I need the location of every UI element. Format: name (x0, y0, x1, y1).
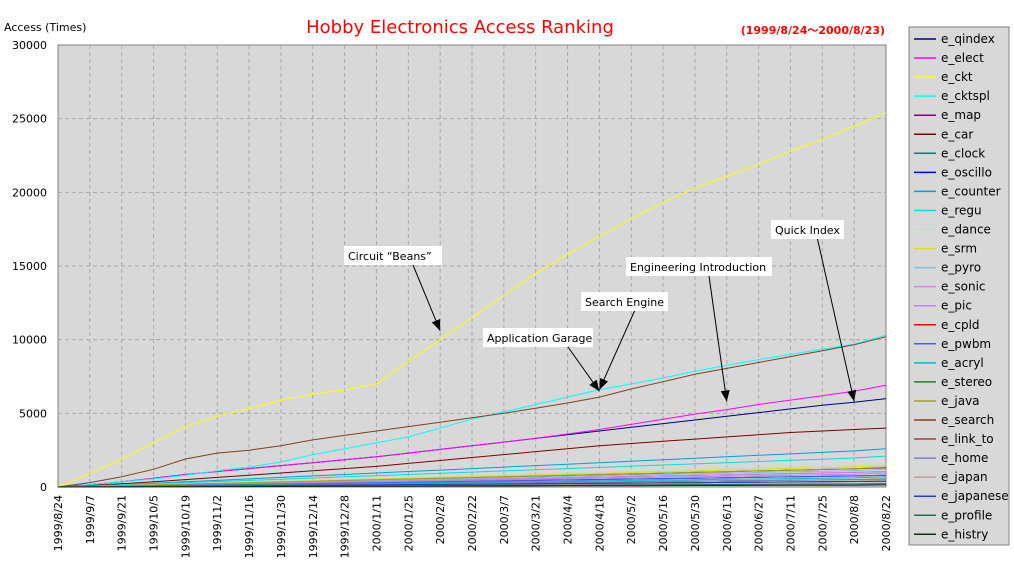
legend-label: e_dance (941, 223, 991, 237)
annotation-arrow-line (598, 310, 635, 390)
annotation-arrow-line (708, 275, 728, 402)
annotations: Circuit “Beans” Application Garage Search … (344, 220, 857, 402)
series-line-e-regu (57, 455, 887, 488)
x-tick-label: 2000/3/7 (498, 495, 511, 544)
x-tick-label: 1999/10/5 (148, 495, 161, 551)
annotation-arrow-head (720, 390, 730, 402)
legend-label: e_srm (941, 242, 977, 256)
y-tick-label: 15000 (12, 260, 47, 273)
legend-label: e_cktspl (941, 89, 990, 103)
legend-label: e_acryl (941, 356, 984, 370)
legend-label: e_histry (941, 527, 988, 541)
legend-label: e_regu (941, 203, 982, 217)
legend-label: e_pwbm (941, 337, 991, 351)
x-tick-label: 1999/12/14 (307, 495, 320, 558)
series-line-e-cktspl (57, 334, 887, 488)
x-tick-label: 1999/9/21 (116, 495, 129, 551)
legend-label: e_java (941, 394, 980, 408)
x-tick-label: 1999/12/28 (339, 495, 352, 558)
legend-label: e_search (941, 413, 994, 427)
annotation-label: Search Engine (585, 296, 664, 309)
annotation-label: Engineering Introduction (630, 261, 766, 274)
legend-label: e_japanese (941, 489, 1009, 503)
x-tick-label: 2000/7/11 (784, 495, 797, 551)
legend-label: e_clock (941, 146, 985, 160)
legend-label: e_ckt (941, 70, 973, 84)
annotation-arrow-head (599, 377, 608, 390)
x-tick-label: 2000/5/16 (657, 495, 670, 551)
annotation-arrow-head (431, 318, 441, 331)
y-axis-label: Access (Times) (4, 21, 86, 34)
annotation-arrow-line (817, 238, 855, 402)
series-lines (57, 112, 887, 488)
y-tick-label: 0 (40, 481, 47, 494)
chart-subtitle: (1999/8/24～2000/8/23) (741, 24, 885, 37)
legend-entries: e_qindex e_elect e_ckt e_cktspl e_map e_car e_… (914, 32, 1009, 541)
legend-label: e_stereo (941, 375, 992, 389)
legend-label: e_counter (941, 184, 1001, 198)
x-tick-label: 2000/1/25 (402, 495, 415, 551)
y-tick-label: 20000 (12, 186, 47, 199)
y-tick-label: 30000 (12, 39, 47, 52)
series-line-e-car (57, 427, 887, 488)
series-line-e-histry (57, 484, 887, 488)
x-tick-label: 2000/2/8 (434, 495, 447, 544)
legend-label: e_cpld (941, 318, 980, 332)
series-line-e-ckt (57, 112, 887, 488)
x-tick-label: 2000/4/4 (562, 495, 575, 544)
legend-label: e_pic (941, 299, 972, 313)
legend-label: e_pyro (941, 261, 981, 275)
legend-label: e_elect (941, 51, 984, 65)
annotation-box (771, 220, 844, 239)
x-tick-label: 2000/2/22 (466, 495, 479, 551)
x-tick-label: 1999/8/24 (52, 495, 65, 551)
x-tick-label: 1999/10/19 (179, 495, 192, 558)
x-tick-label: 2000/6/13 (721, 495, 734, 551)
legend-label: e_profile (941, 508, 992, 522)
x-tick-label: 2000/3/21 (530, 495, 543, 551)
y-tick-label: 25000 (12, 113, 47, 126)
legend-label: e_link_to (941, 432, 994, 446)
annotation-label: Circuit “Beans” (348, 250, 432, 263)
series-line-e-search (57, 336, 887, 488)
legend-label: e_map (941, 108, 981, 122)
legend-label: e_qindex (941, 32, 995, 46)
x-tick-label: 1999/9/7 (84, 495, 97, 544)
x-tick-label: 2000/5/30 (689, 495, 702, 551)
chart-title: Hobby Electronics Access Ranking (306, 17, 614, 38)
legend-label: e_car (941, 127, 973, 141)
x-tick-label: 2000/8/8 (848, 495, 861, 544)
series-line-e-java (57, 466, 887, 488)
x-tick-label: 2000/5/2 (625, 495, 638, 544)
x-tick-label: 2000/4/18 (593, 495, 606, 551)
annotation-arrow-head (847, 389, 857, 402)
legend-label: e_japan (941, 470, 988, 484)
annotation-arrow-head (589, 379, 600, 392)
annotation-arrow-line (412, 264, 441, 332)
legend-label: e_sonic (941, 280, 986, 294)
y-tick-label: 10000 (12, 334, 47, 347)
x-tick-label: 1999/11/30 (275, 495, 288, 558)
x-tick-label: 1999/11/16 (243, 495, 256, 558)
legend-label: e_home (941, 451, 988, 465)
y-tick-label: 5000 (19, 407, 47, 420)
series-line-e-counter (57, 448, 887, 488)
x-axis-tick-labels: 1999/8/24 1999/9/7 1999/9/21 1999/10/5 1999/… (52, 495, 893, 558)
annotation-label: Quick Index (775, 224, 840, 237)
annotation-box (626, 257, 772, 276)
legend-label: e_oscillo (941, 165, 992, 179)
x-tick-label: 2000/7/25 (816, 495, 829, 551)
annotation-box (344, 246, 442, 265)
annotation-box (483, 328, 593, 347)
y-axis-tick-labels: 0 5000 10000 15000 20000 25000 30000 (12, 39, 47, 494)
annotation-box (581, 292, 668, 311)
x-tick-label: 2000/6/27 (753, 495, 766, 551)
x-tick-label: 2000/8/22 (880, 495, 893, 551)
x-tick-label: 2000/1/11 (370, 495, 383, 551)
annotation-label: Application Garage (487, 332, 592, 345)
x-tick-label: 1999/11/2 (211, 495, 224, 551)
